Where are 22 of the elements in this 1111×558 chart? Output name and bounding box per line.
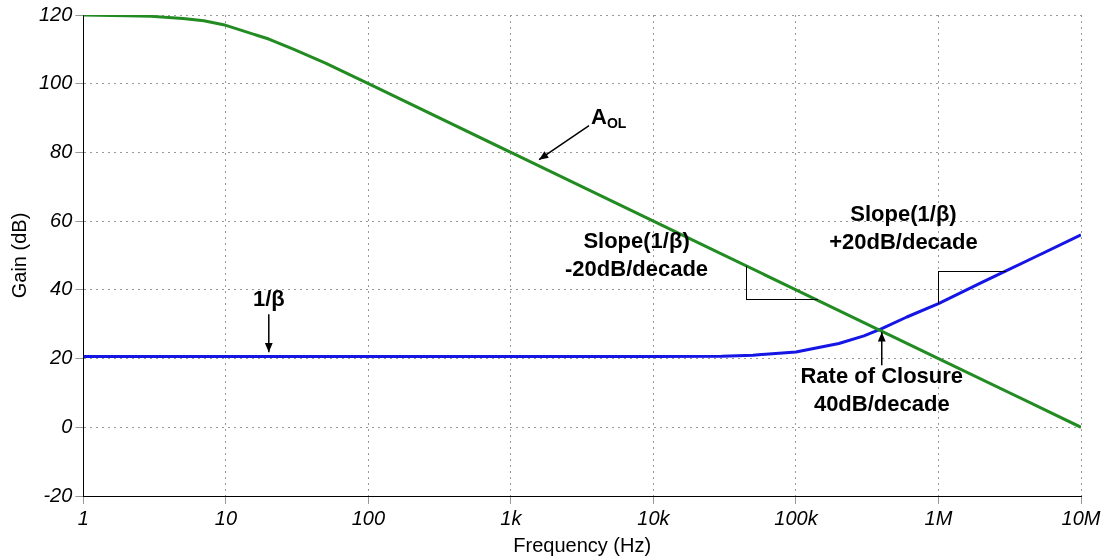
x-axis-title: Frequency (Hz): [513, 533, 652, 556]
x-tick-label: 10k: [637, 506, 671, 529]
x-tick-label: 100: [351, 506, 386, 529]
x-tick-label: 1k: [500, 506, 523, 529]
y-tick-label: 0: [61, 414, 73, 437]
x-tick-label: 10: [214, 506, 238, 529]
x-tick-label: 1M: [924, 506, 953, 529]
y-tick-label: 40: [50, 277, 73, 300]
annotation: Rate of Closure 40dB/decade: [800, 363, 964, 417]
annotation: Slope(1/β) +20dB/decade: [829, 200, 978, 254]
y-tick-label: -20: [43, 483, 73, 506]
x-tick-label: 1: [77, 506, 89, 529]
y-tick-label: 100: [38, 71, 73, 94]
x-tick-label: 100k: [774, 506, 819, 529]
y-axis-title: Gain (dB): [7, 212, 30, 299]
y-tick-label: 120: [38, 2, 73, 25]
y-tick-label: 60: [50, 208, 73, 231]
y-tick-label: 80: [50, 139, 73, 162]
y-tick-label: 20: [49, 346, 73, 369]
annotation: 1/β: [252, 286, 285, 312]
annotation: Slope(1/β) -20dB/decade: [565, 227, 709, 281]
x-tick-label: 10M: [1061, 506, 1101, 529]
